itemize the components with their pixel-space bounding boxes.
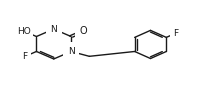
Text: HO: HO xyxy=(17,27,31,36)
Text: F: F xyxy=(173,29,178,38)
Text: N: N xyxy=(50,25,57,34)
Text: N: N xyxy=(68,47,74,56)
Text: F: F xyxy=(22,52,28,61)
Text: O: O xyxy=(80,26,88,36)
